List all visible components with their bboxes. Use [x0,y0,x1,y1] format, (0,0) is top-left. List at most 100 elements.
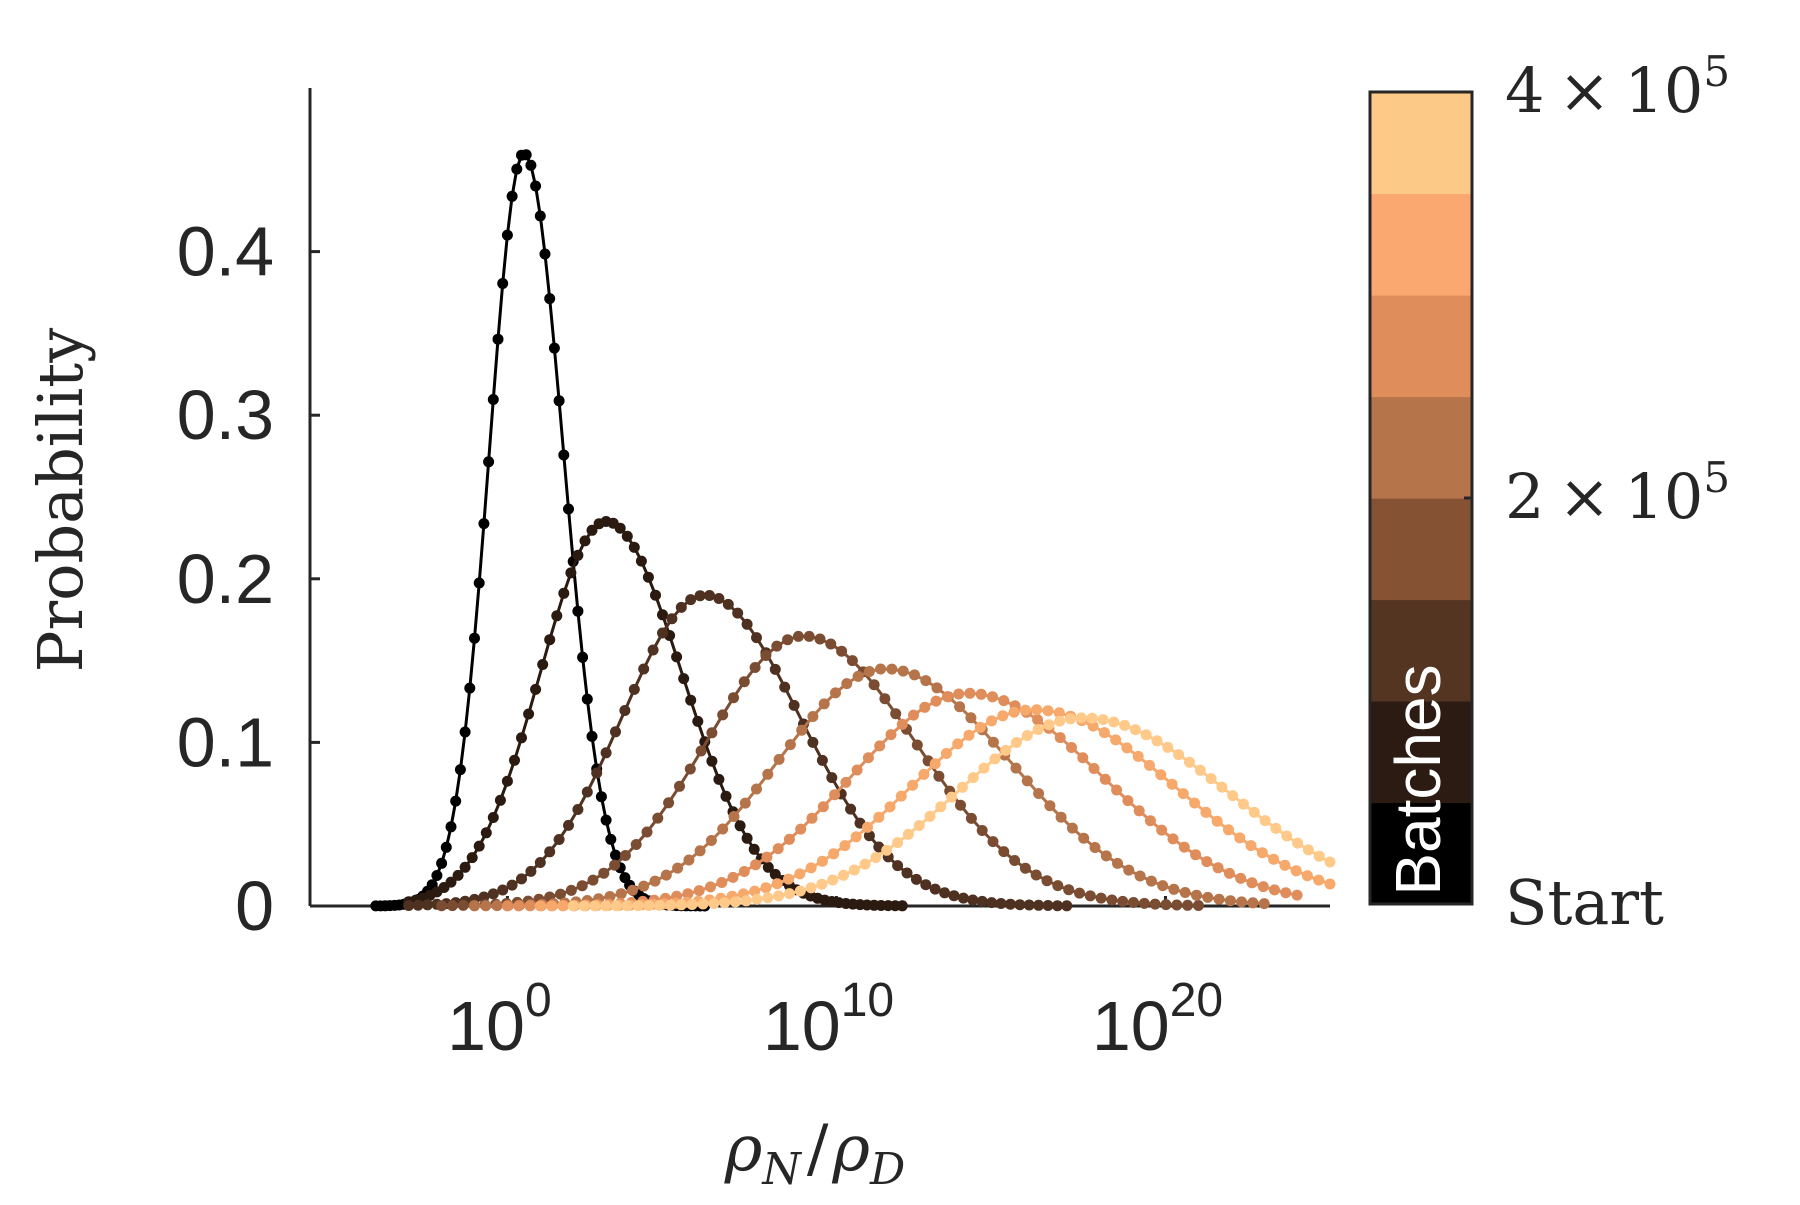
series-point [1144,815,1156,827]
series-point [694,845,706,857]
series-point [650,589,661,601]
series-point [771,640,783,652]
series-point [1280,887,1292,899]
colorbar-tick-top: 4 × 105 [1505,47,1730,127]
series-point [1008,706,1020,718]
series-point [818,698,830,710]
series-point [967,772,979,784]
series-point [841,678,853,690]
series-point [1236,896,1248,908]
series-point [586,730,598,742]
series-point [672,862,684,874]
series-point [750,859,762,871]
series-point [1011,737,1022,748]
series-point [976,895,988,907]
series-point [803,630,815,642]
series-point [558,587,570,599]
series-point [1033,788,1045,799]
series-point [851,764,863,776]
series-point [1234,832,1246,844]
series-point [621,530,633,542]
series-point [609,859,621,871]
series-point [954,701,966,713]
series-point [578,900,590,912]
series-point [1054,732,1066,744]
series-point [862,752,874,764]
series-point [497,278,509,289]
series-point [586,524,598,536]
series-point [452,869,464,881]
series-point [830,687,841,699]
series-point [1213,893,1225,905]
series-point [1168,883,1180,895]
series-point [1030,869,1042,881]
series-point [1019,862,1031,874]
series-point [611,900,622,912]
series-point [1119,719,1131,731]
series-point [897,665,909,677]
series-point [464,682,476,694]
series-point [1189,797,1201,809]
series-point [748,843,760,855]
series-point [628,541,640,553]
series-point [884,801,896,813]
series-point [794,885,806,897]
series-point [920,879,932,891]
series-point [896,718,908,730]
series-point [598,867,610,879]
series-point [647,644,659,656]
series-point [627,884,638,896]
series-point [762,861,774,873]
series-7 [567,712,1336,912]
series-point [1084,890,1096,902]
series-point [717,709,729,721]
colorbar-swatch [1370,193,1472,296]
series-point [1099,773,1111,785]
series-point [1132,750,1144,762]
series-point [762,892,774,904]
series-point [660,869,672,881]
series-point [874,740,886,752]
series-point [739,797,751,809]
x-ticks: 100 1010 1020 [447,896,1223,1065]
colorbar-swatch [1370,599,1472,702]
series-point [1257,881,1269,893]
series-point [671,651,683,663]
colorbar [1370,92,1472,905]
series-point [657,609,668,621]
series-layer [370,149,1336,912]
series-point [1112,857,1123,869]
series-point [473,840,485,852]
series-point [1313,850,1325,862]
series-point [445,876,457,888]
series-point [553,834,565,845]
series-point [1123,864,1135,876]
series-point [713,593,725,604]
colorbar-swatch [1370,396,1472,499]
series-point [686,899,698,910]
series-point [572,605,584,617]
series-point [870,852,882,863]
series-point [848,864,860,876]
series-point [713,773,725,785]
series-point [1021,730,1033,741]
series-point [589,900,601,912]
series-point [663,797,675,809]
series-point [1100,850,1112,862]
series-point [978,762,990,774]
series-point [816,754,828,766]
series-point [826,772,838,784]
series-point [480,827,492,839]
series-point [805,862,817,874]
series-point [1145,875,1157,887]
series-point [595,791,607,803]
series-point [1042,900,1054,911]
series-point [1279,859,1291,871]
series-point [1156,824,1168,836]
colorbar-swatch [1370,701,1472,804]
series-point [610,849,621,861]
series-point [1108,716,1120,728]
series-point [572,549,584,561]
series-point [1157,880,1169,892]
